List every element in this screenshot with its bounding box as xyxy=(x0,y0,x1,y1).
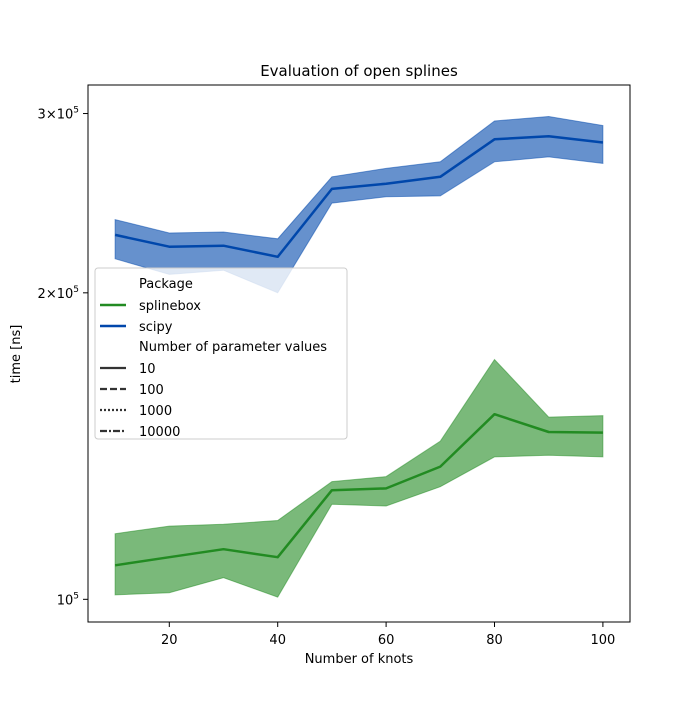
y-tick-label: 2×105 xyxy=(38,285,79,302)
y-axis-label: time [ns] xyxy=(9,325,24,384)
plot-area: 20 40 60 80 100 105 2×105 3×105 xyxy=(38,84,631,648)
axes-frame xyxy=(87,84,631,623)
line-splinebox xyxy=(114,412,603,567)
legend: Package splinebox scipy Number of parameter… xyxy=(94,267,348,440)
y-tick-label: 105 xyxy=(57,591,79,608)
x-tick-label: 100 xyxy=(590,633,615,648)
legend-box xyxy=(94,267,348,440)
chart-title: Evaluation of open splines xyxy=(260,62,458,80)
y-tick-label: 3×105 xyxy=(38,106,79,123)
legend-title-parameter-values: Number of parameter values xyxy=(139,340,327,355)
x-tick-label: 80 xyxy=(486,633,503,648)
x-tick-label: 40 xyxy=(269,633,286,648)
legend-entry-splinebox: splinebox xyxy=(139,299,201,314)
x-axis-label: Number of knots xyxy=(305,652,414,667)
line-scipy xyxy=(114,134,604,259)
x-tick-label: 20 xyxy=(161,633,178,648)
legend-style-entry-100: 100 xyxy=(139,383,164,398)
band-splinebox xyxy=(114,358,604,598)
x-tick-label: 60 xyxy=(378,633,395,648)
legend-style-entry-10: 10 xyxy=(139,362,156,377)
legend-style-entry-10000: 10000 xyxy=(139,425,180,440)
legend-style-entry-1000: 1000 xyxy=(139,404,172,419)
legend-entry-scipy: scipy xyxy=(139,320,173,335)
legend-title-package: Package xyxy=(139,277,193,292)
